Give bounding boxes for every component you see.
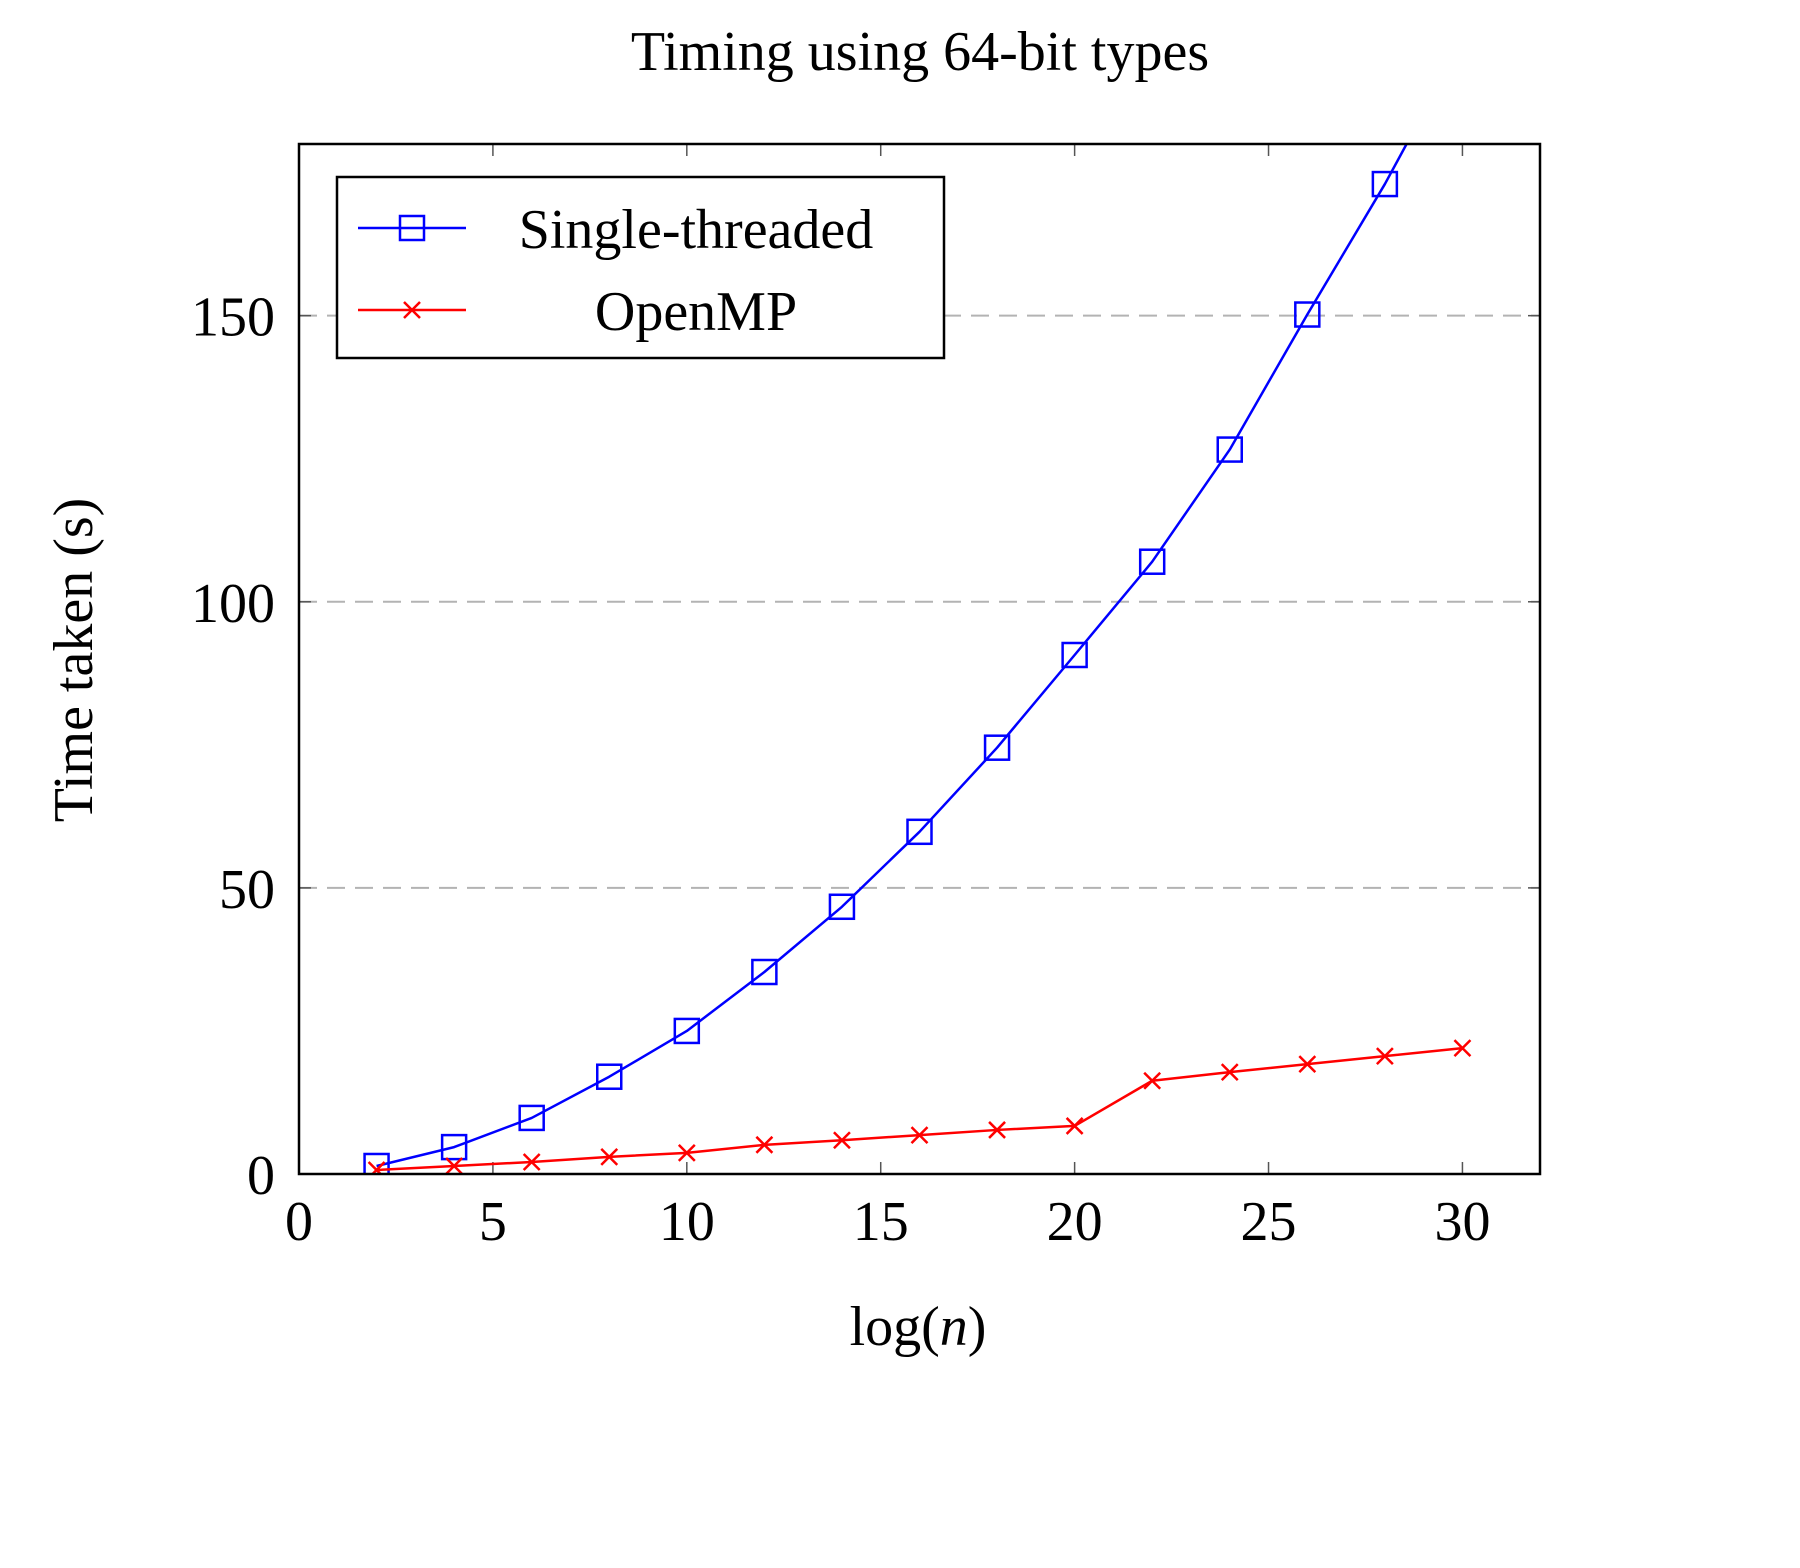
series-single-threaded xyxy=(363,29,1474,1174)
square-marker xyxy=(518,1104,545,1132)
x-marker xyxy=(677,1143,696,1162)
x-marker xyxy=(833,1131,851,1150)
grid xyxy=(299,314,1540,889)
legend-item: Single-threaded xyxy=(358,199,873,261)
square-marker xyxy=(363,1152,390,1174)
y-tick-label: 0 xyxy=(247,1145,275,1207)
square-marker xyxy=(751,958,778,986)
x-marker xyxy=(522,1153,541,1171)
x-marker xyxy=(600,1147,619,1166)
square-marker xyxy=(440,1133,468,1161)
plot-frame xyxy=(297,142,1542,1176)
x-tick-label: 10 xyxy=(659,1191,715,1253)
square-marker xyxy=(983,734,1011,761)
x-tick-label: 25 xyxy=(1241,1191,1297,1253)
x-tick-label: 30 xyxy=(1434,1191,1490,1253)
x-tick-label: 15 xyxy=(853,1191,909,1253)
x-tick-label: 5 xyxy=(479,1191,507,1253)
x-marker xyxy=(1220,1063,1239,1082)
x-axis-label: log(n) xyxy=(850,1296,987,1358)
square-marker xyxy=(596,1063,623,1090)
x-marker xyxy=(1453,1039,1472,1057)
square-marker xyxy=(1138,548,1166,575)
x-marker xyxy=(403,301,421,319)
legend-box xyxy=(335,175,946,360)
square-marker xyxy=(828,893,856,921)
x-marker xyxy=(445,1157,464,1174)
legend-label: Single-threaded xyxy=(519,199,874,261)
legend-item: OpenMP xyxy=(358,281,797,343)
x-tick-label: 0 xyxy=(285,1191,313,1253)
y-tick-label: 100 xyxy=(191,573,275,635)
square-marker xyxy=(1294,301,1321,328)
legend-label: OpenMP xyxy=(595,281,797,343)
y-tick-label: 150 xyxy=(191,287,275,349)
series-openmp xyxy=(367,1039,1472,1174)
x-marker xyxy=(910,1126,929,1144)
x-marker xyxy=(988,1121,1006,1139)
series-line xyxy=(376,144,1409,1168)
square-marker xyxy=(398,214,426,242)
series xyxy=(363,29,1474,1174)
square-marker xyxy=(1371,170,1399,198)
square-marker xyxy=(673,1017,701,1045)
tick-labels: 0 50 100 150 0 5 10 15 20 25 30 xyxy=(191,287,1490,1253)
y-tick-label: 50 xyxy=(219,859,275,921)
square-marker xyxy=(1450,29,1474,53)
x-marker xyxy=(367,1161,386,1174)
x-marker xyxy=(1375,1047,1394,1066)
y-axis-label: Time taken (s) xyxy=(43,498,105,823)
x-marker xyxy=(1298,1055,1317,1074)
chart-title: Timing using 64-bit types xyxy=(631,21,1209,83)
series-line xyxy=(376,1046,1463,1172)
square-marker xyxy=(1216,436,1243,463)
square-marker xyxy=(906,818,933,846)
legend: Single-threaded OpenMP xyxy=(335,175,946,360)
x-marker xyxy=(755,1135,774,1154)
square-marker xyxy=(1061,641,1088,669)
x-tick-label: 20 xyxy=(1047,1191,1103,1253)
x-marker xyxy=(1065,1117,1084,1135)
x-marker xyxy=(1143,1071,1162,1090)
